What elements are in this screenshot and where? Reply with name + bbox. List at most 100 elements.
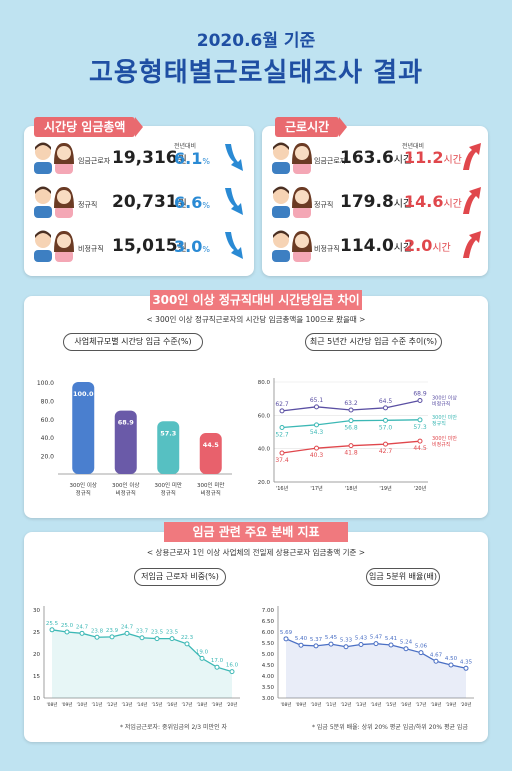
data-label: 4.35 — [460, 659, 473, 665]
data-label: 56.8 — [344, 425, 358, 432]
data-point — [94, 634, 100, 640]
data-point — [184, 641, 190, 647]
x-tick-label: '14년 — [136, 701, 147, 708]
x-tick-label: '17년 — [310, 485, 323, 492]
data-label: 64.5 — [379, 398, 393, 405]
bar — [114, 410, 137, 474]
x-tick-label: '18년 — [196, 701, 207, 708]
quintile-chart-title: 임금 5분위 배율(배) — [366, 568, 440, 586]
x-tick-label: '20년 — [414, 485, 427, 492]
series-legend-label: 300인 미만 — [432, 435, 457, 442]
arrow-up-icon — [463, 187, 481, 214]
woman-body-icon — [55, 162, 73, 174]
arrow-up-shape — [463, 231, 481, 258]
x-tick-label: '19년 — [445, 701, 456, 708]
x-tick-label: '17년 — [415, 701, 426, 708]
data-point — [79, 630, 85, 636]
x-tick-label: '12년 — [106, 701, 117, 708]
series-legend-label: 정규직 — [432, 420, 446, 427]
hours-row-unit: 시간 — [393, 243, 413, 254]
data-label: 23.7 — [136, 629, 149, 635]
bar — [157, 421, 180, 474]
data-point — [199, 655, 205, 661]
woman-body-icon — [293, 250, 311, 262]
woman-body-icon — [55, 206, 73, 218]
data-label: 40.3 — [310, 452, 324, 459]
x-tick-label: '18년 — [430, 701, 441, 708]
series-legend-label: 비정규직 — [432, 441, 450, 448]
bar-value-label: 57.3 — [160, 429, 176, 437]
data-label: 24.7 — [76, 624, 89, 630]
y-tick-label: 60.0 — [41, 417, 55, 424]
y-tick-label: 20.0 — [41, 454, 55, 461]
y-tick-label: 30 — [33, 608, 40, 614]
data-point — [279, 408, 285, 414]
x-tick-label: '19년 — [211, 701, 222, 708]
x-tick-label: '10년 — [76, 701, 87, 708]
data-label: 5.06 — [415, 644, 428, 650]
arrow-down-shape — [225, 188, 243, 215]
section2-banner: 임금 관련 주요 분배 지표 — [164, 522, 348, 542]
man-hair-icon — [273, 186, 289, 194]
wage-row-pct: 6.1% — [174, 149, 210, 168]
data-point — [388, 642, 394, 648]
data-point — [49, 627, 55, 633]
data-label: 4.67 — [430, 652, 443, 658]
wage-row-pct: 6.6% — [174, 193, 210, 212]
x-tick-label: '18년 — [345, 485, 358, 492]
x-tick-label: '12년 — [340, 701, 351, 708]
bar — [72, 382, 95, 474]
bar-value-label: 44.5 — [203, 441, 220, 449]
data-point — [279, 450, 285, 456]
y-tick-label: 40.0 — [258, 447, 271, 453]
hours-row-diff-unit: 시간 — [443, 199, 462, 210]
y-tick-label: 3.50 — [262, 685, 275, 691]
y-tick-label: 4.00 — [262, 674, 275, 680]
data-point — [328, 641, 334, 647]
man-body-icon — [272, 250, 290, 262]
man-hair-icon — [273, 230, 289, 238]
wage-row-unit: 원 — [177, 243, 187, 254]
data-label: 19.0 — [196, 649, 209, 655]
woman-face-icon — [295, 190, 309, 204]
bar-value-label: 100.0 — [73, 390, 94, 398]
bar-value-label: 68.9 — [118, 419, 135, 427]
category-label: 비정규직 — [116, 489, 136, 497]
data-label: 65.1 — [310, 397, 324, 404]
arrow-down-icon — [225, 188, 243, 215]
x-tick-label: '16년 — [276, 485, 289, 492]
data-label: 54.3 — [310, 429, 324, 436]
y-tick-label: 60.0 — [258, 413, 271, 419]
hours-row-value: 114.0시간 — [340, 236, 413, 256]
trend-line-chart: 80.0 60.0 40.0 20.0 '16년 '17년 '18년 '19년 '20년 62.7… — [258, 378, 457, 492]
series-legend-label: 300인 이상 — [432, 395, 457, 402]
category-label: 300인 이상 — [70, 481, 97, 489]
data-point — [463, 665, 469, 671]
category-label: 300인 이상 — [112, 481, 139, 489]
section1-subtitle: < 300인 이상 정규직근로자의 시간당 임금총액을 100으로 봤을때 > — [146, 315, 366, 324]
y-tick-label: 4.50 — [262, 663, 275, 669]
hours-row-value: 163.6시간 — [340, 148, 413, 168]
x-tick-label: '13년 — [355, 701, 366, 708]
data-label: 68.9 — [413, 391, 427, 398]
x-tick-label: '08년 — [280, 701, 291, 708]
man-body-icon — [272, 162, 290, 174]
man-hair-icon — [35, 230, 51, 238]
x-tick-label: '11년 — [325, 701, 336, 708]
data-point — [348, 407, 354, 413]
y-tick-label: 15 — [33, 674, 40, 680]
hours-tag: 근로시간 — [275, 117, 348, 137]
data-point — [314, 445, 319, 451]
people-icon — [34, 186, 74, 218]
y-tick-label: 5.00 — [262, 652, 275, 658]
man-body-icon — [272, 206, 290, 218]
data-label: 5.43 — [355, 636, 368, 642]
x-tick-label: '09년 — [61, 701, 72, 708]
data-point — [124, 630, 130, 636]
series-area — [286, 638, 466, 698]
data-label: 23.9 — [106, 628, 119, 634]
y-tick-label: 5.50 — [262, 641, 275, 647]
category-label: 300인 미만 — [197, 481, 224, 489]
data-label: 62.7 — [275, 401, 289, 408]
arrow-down-shape — [225, 144, 243, 171]
